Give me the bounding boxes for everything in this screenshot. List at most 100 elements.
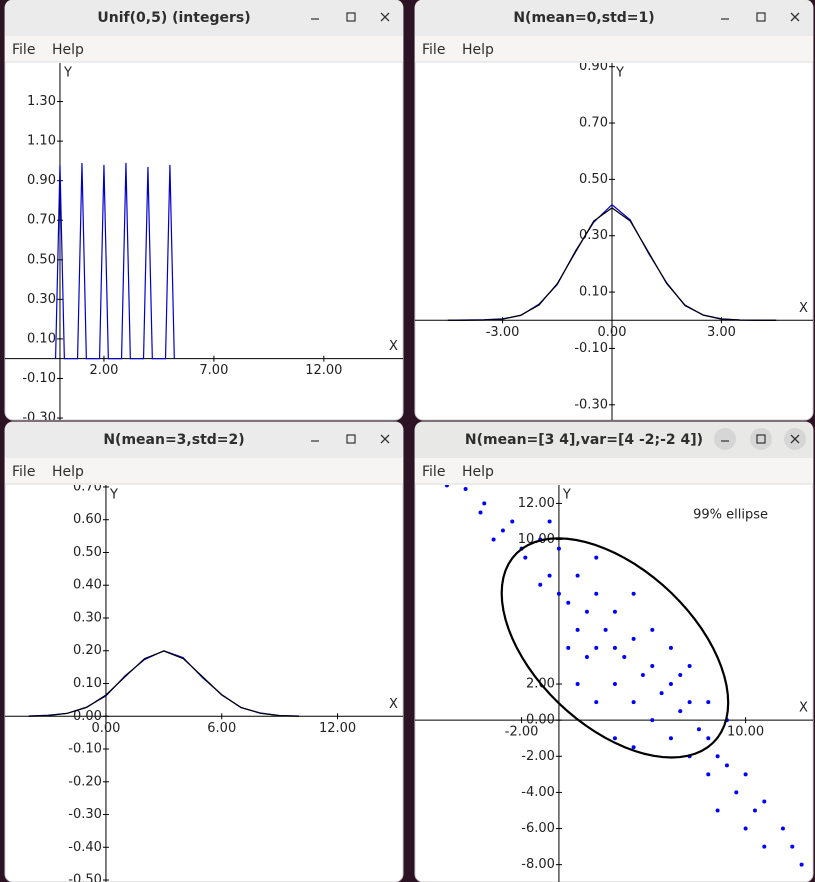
menu-item[interactable]: Help xyxy=(52,464,84,480)
menu-item[interactable]: Help xyxy=(462,42,494,58)
plot: X Y 0.00 6.00 12.00 0.70 0.60 0.50 0.40 0.30 0.20 0… xyxy=(5,479,403,882)
icon xyxy=(790,12,800,22)
title-bar xyxy=(415,422,813,458)
y-tick-label: 0.10 xyxy=(27,331,56,346)
menu-bar xyxy=(415,458,813,484)
ellipse xyxy=(500,537,730,759)
point xyxy=(668,736,673,741)
y-tick-label: -0.10 xyxy=(22,371,56,386)
point xyxy=(594,645,599,650)
minimize-button[interactable] xyxy=(714,428,736,450)
title-bar xyxy=(5,0,403,36)
maximize-button[interactable] xyxy=(346,434,356,444)
menu-bar xyxy=(5,36,403,62)
point xyxy=(762,799,767,804)
point xyxy=(523,555,528,560)
point xyxy=(584,609,589,614)
window-title: N(mean=3,std=2) xyxy=(103,432,244,448)
menu-item[interactable]: File xyxy=(12,464,35,480)
line xyxy=(54,162,175,360)
y-tick-label: 0.90 xyxy=(27,173,56,188)
y-tick-label: 0.10 xyxy=(73,676,102,691)
point xyxy=(566,600,571,605)
close-button[interactable] xyxy=(380,12,390,22)
close-button[interactable] xyxy=(790,12,800,22)
icon xyxy=(790,434,800,444)
y-tick-label: -0.30 xyxy=(22,411,56,426)
x-tick-label: -3.00 xyxy=(486,325,520,340)
line xyxy=(28,650,299,717)
plot: X Y 2.00 7.00 12.00 1.30 1.10 0.90 0.70 0.50 0.30 0… xyxy=(5,63,403,426)
maximize-button[interactable] xyxy=(756,12,766,22)
y-tick-label: -0.10 xyxy=(574,341,608,356)
point xyxy=(612,736,617,741)
menu-item[interactable]: File xyxy=(422,42,445,58)
y-axis-label: Y xyxy=(562,488,571,503)
menu-item[interactable]: File xyxy=(12,42,35,58)
y-tick-label: 0.70 xyxy=(579,116,608,131)
y-tick-label: 0.50 xyxy=(73,545,102,560)
menu-bar xyxy=(5,458,403,484)
maximize-button[interactable] xyxy=(346,12,356,22)
close-button[interactable] xyxy=(380,434,390,444)
menu-item[interactable]: Help xyxy=(462,464,494,480)
button-bg xyxy=(714,428,736,450)
window-frame xyxy=(4,0,404,421)
window: N(mean=[3 4],var=[4 -2;-2 4]) File Help X Y -… xyxy=(414,421,814,882)
point xyxy=(687,700,692,705)
point xyxy=(575,573,580,578)
point xyxy=(547,573,552,578)
point xyxy=(556,591,561,596)
point xyxy=(724,763,729,768)
y-tick-label: 0.70 xyxy=(27,213,56,228)
x-tick-label: 7.00 xyxy=(199,363,228,378)
point xyxy=(678,673,683,678)
point xyxy=(612,609,617,614)
point xyxy=(706,772,711,777)
icon xyxy=(380,434,390,444)
y-tick-label: 1.10 xyxy=(27,134,56,149)
window-title: Unif(0,5) (integers) xyxy=(97,10,250,26)
point xyxy=(706,736,711,741)
point xyxy=(640,673,645,678)
x-tick-label: 3.00 xyxy=(707,325,736,340)
y-tick-label: 0.00 xyxy=(526,713,555,728)
y-tick-label: -8.00 xyxy=(521,857,555,872)
point xyxy=(650,663,655,668)
button-bg xyxy=(750,428,772,450)
y-tick-label: -0.30 xyxy=(68,807,102,822)
point xyxy=(622,654,627,659)
y-tick-label: 12.00 xyxy=(518,496,555,511)
point xyxy=(668,645,673,650)
window: N(mean=3,std=2) File Help X Y 0.00 6.00 12.00 0.… xyxy=(4,421,404,882)
icon xyxy=(380,12,390,22)
menu-bar xyxy=(415,36,813,62)
line xyxy=(447,207,777,321)
point xyxy=(556,546,561,551)
point xyxy=(650,627,655,632)
y-tick-label: 0.40 xyxy=(73,578,102,593)
y-tick-label: 0.00 xyxy=(73,709,102,724)
y-tick-label: -0.50 xyxy=(68,873,102,882)
y-tick-label: 0.30 xyxy=(27,292,56,307)
maximize-button[interactable] xyxy=(750,428,772,450)
y-tick-label: 0.20 xyxy=(73,643,102,658)
menu-item[interactable]: File xyxy=(422,464,445,480)
x-tick-label: 0.00 xyxy=(598,325,627,340)
menu-item[interactable]: Help xyxy=(52,42,84,58)
point xyxy=(706,700,711,705)
point xyxy=(762,844,767,849)
point xyxy=(631,745,636,750)
y-tick-label: -6.00 xyxy=(521,821,555,836)
window-title: N(mean=[3 4],var=[4 -2;-2 4]) xyxy=(465,432,703,448)
x-axis-label: X xyxy=(799,701,808,716)
point xyxy=(668,682,673,687)
plot: XY-2.00 10.0012.0010.002.000.00-2.00-4.00… xyxy=(415,485,813,882)
y-tick-label: 0.70 xyxy=(73,479,102,494)
point xyxy=(594,555,599,560)
close-button[interactable] xyxy=(784,428,806,450)
point xyxy=(575,682,580,687)
y-tick-label: -0.10 xyxy=(68,742,102,757)
y-tick-label: 0.90 xyxy=(579,59,608,74)
